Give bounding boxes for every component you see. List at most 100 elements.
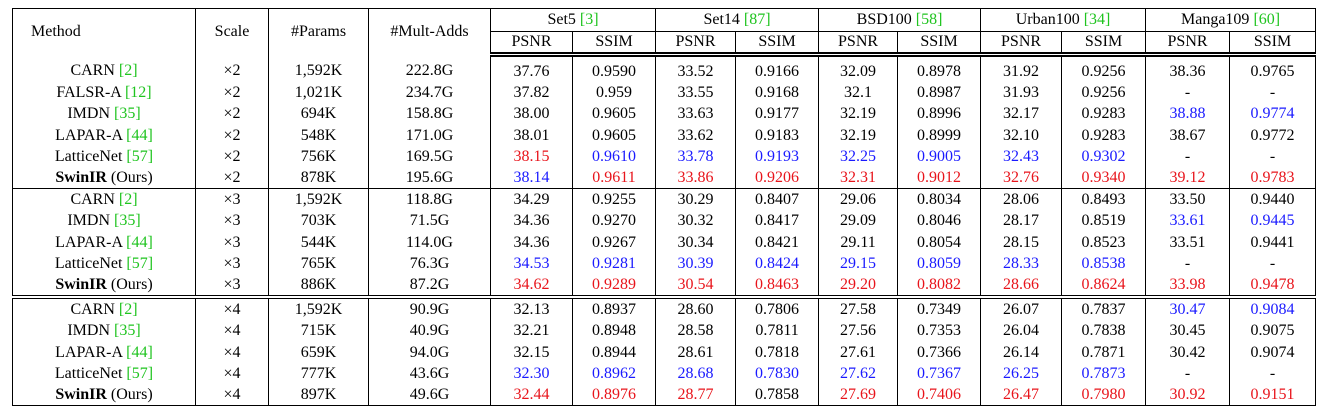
method-cell: LatticeNet [57]	[12, 362, 196, 384]
mult-adds-cell: 234.7G	[368, 82, 491, 104]
score-cell: 32.15	[490, 341, 573, 363]
method-name: LatticeNet	[54, 147, 123, 165]
score-cell: 29.15	[818, 252, 899, 274]
score-cell: 37.76	[490, 54, 573, 83]
score-cell: 0.9440	[1229, 188, 1317, 211]
method-cell: LAPAR-A [44]	[12, 124, 196, 146]
score-cell: 0.7367	[897, 362, 982, 384]
method-name: CARN	[70, 61, 115, 79]
table-row: FALSR-A [12] ×2 1,021K 234.7G 37.82 0.959 33.5…	[12, 82, 1317, 104]
method-name: IMDN	[67, 212, 110, 230]
score-cell: 33.78	[655, 145, 737, 167]
score-cell: 0.8999	[897, 124, 982, 146]
column-header: Method	[12, 8, 196, 55]
citation: [35]	[114, 105, 141, 123]
scale-cell: ×2	[195, 124, 269, 146]
score-cell: 0.9166	[735, 54, 820, 83]
score-cell: 30.47	[1145, 295, 1231, 321]
method-cell: SwinIR (Ours)	[12, 273, 196, 298]
score-cell: 28.68	[655, 362, 737, 384]
score-cell: 38.01	[490, 124, 573, 146]
score-cell: 0.8493	[1061, 188, 1147, 211]
metric-header: PSNR	[980, 31, 1063, 57]
score-cell: 26.47	[980, 383, 1063, 406]
metric-header: PSNR	[655, 31, 737, 57]
score-cell: 32.31	[818, 166, 899, 189]
params-cell: 703K	[268, 210, 369, 232]
method-cell: LatticeNet [57]	[12, 252, 196, 274]
score-cell: -	[1145, 82, 1231, 104]
score-cell: 32.44	[490, 383, 573, 406]
method-cell: CARN [2]	[12, 295, 196, 321]
score-cell: 0.8519	[1061, 210, 1147, 232]
table-row: CARN [2] ×3 1,592K 118.8G 34.29 0.9255 30.29 0.…	[12, 188, 1317, 211]
method-name: LatticeNet	[54, 364, 123, 382]
score-cell: 0.7837	[1061, 295, 1147, 321]
citation: [34]	[1083, 11, 1111, 28]
citation: [2]	[118, 191, 138, 209]
citation: [57]	[126, 254, 154, 272]
citation: [44]	[126, 126, 153, 144]
scale-cell: ×4	[195, 362, 269, 384]
score-cell: 0.9445	[1229, 210, 1317, 232]
row-group: CARN [2] ×3 1,592K 118.8G 34.29 0.9255 30.29 0.…	[12, 188, 1317, 298]
method-cell: SwinIR (Ours)	[12, 383, 196, 406]
score-cell: 30.92	[1145, 383, 1231, 406]
citation: [3]	[579, 11, 599, 28]
scale-cell: ×4	[195, 383, 269, 406]
citation: [35]	[114, 322, 141, 340]
scale-cell: ×4	[195, 341, 269, 363]
column-header: Scale	[195, 8, 269, 55]
scale-cell: ×2	[195, 103, 269, 125]
metric-header: SSIM	[1229, 31, 1317, 57]
score-cell: 0.9084	[1229, 295, 1317, 321]
score-cell: 32.19	[818, 103, 899, 125]
score-cell: 0.9012	[897, 166, 982, 189]
score-cell: 34.36	[490, 231, 573, 253]
params-cell: 1,021K	[268, 82, 369, 104]
method-note: (Ours)	[110, 275, 153, 293]
score-cell: 33.52	[655, 54, 737, 83]
method-name: IMDN	[67, 105, 110, 123]
method-cell: FALSR-A [12]	[12, 82, 196, 104]
score-cell: 29.11	[818, 231, 899, 253]
mult-adds-cell: 43.6G	[368, 362, 491, 384]
method-name: LAPAR-A	[55, 343, 123, 361]
score-cell: -	[1229, 362, 1317, 384]
table-row: IMDN [35] ×2 694K 158.8G 38.00 0.9605 33.63 0.9…	[12, 103, 1317, 125]
score-cell: 29.09	[818, 210, 899, 232]
score-cell: 33.98	[1145, 273, 1231, 298]
score-cell: 32.1	[818, 82, 899, 104]
score-cell: 0.7806	[735, 295, 820, 321]
params-cell: 715K	[268, 320, 369, 342]
score-cell: 28.17	[980, 210, 1063, 232]
mult-adds-cell: 87.2G	[368, 273, 491, 298]
table-row: SwinIR (Ours) ×3 886K 87.2G 34.62 0.9289 30.54…	[12, 273, 1317, 298]
score-cell: 0.8624	[1061, 273, 1147, 298]
params-cell: 544K	[268, 231, 369, 253]
method-name: LAPAR-A	[55, 233, 123, 251]
metric-header: SSIM	[571, 31, 657, 57]
score-cell: 0.8976	[571, 383, 657, 406]
method-cell: CARN [2]	[12, 54, 196, 83]
score-cell: 34.62	[490, 273, 573, 298]
results-table: Method Scale #Params #Mult-Adds Set5 [3] Set1…	[12, 8, 1317, 406]
row-group: CARN [2] ×2 1,592K 222.8G 37.76 0.9590 33.52 0.…	[12, 54, 1317, 189]
method-cell: IMDN [35]	[12, 320, 196, 342]
score-cell: 0.8962	[571, 362, 657, 384]
table-row: CARN [2] ×4 1,592K 90.9G 32.13 0.8937 28.60 0.7…	[12, 295, 1317, 321]
score-cell: 0.8996	[897, 103, 982, 125]
score-cell: 0.8046	[897, 210, 982, 232]
score-cell: 0.9151	[1229, 383, 1317, 406]
score-cell: 30.42	[1145, 341, 1231, 363]
score-cell: 30.39	[655, 252, 737, 274]
scale-cell: ×3	[195, 273, 269, 298]
score-cell: 33.61	[1145, 210, 1231, 232]
score-cell: 32.09	[818, 54, 899, 83]
params-cell: 878K	[268, 166, 369, 189]
table-header: Method Scale #Params #Mult-Adds Set5 [3] Set1…	[12, 8, 1317, 57]
params-cell: 694K	[268, 103, 369, 125]
params-cell: 1,592K	[268, 295, 369, 321]
scale-cell: ×4	[195, 295, 269, 321]
